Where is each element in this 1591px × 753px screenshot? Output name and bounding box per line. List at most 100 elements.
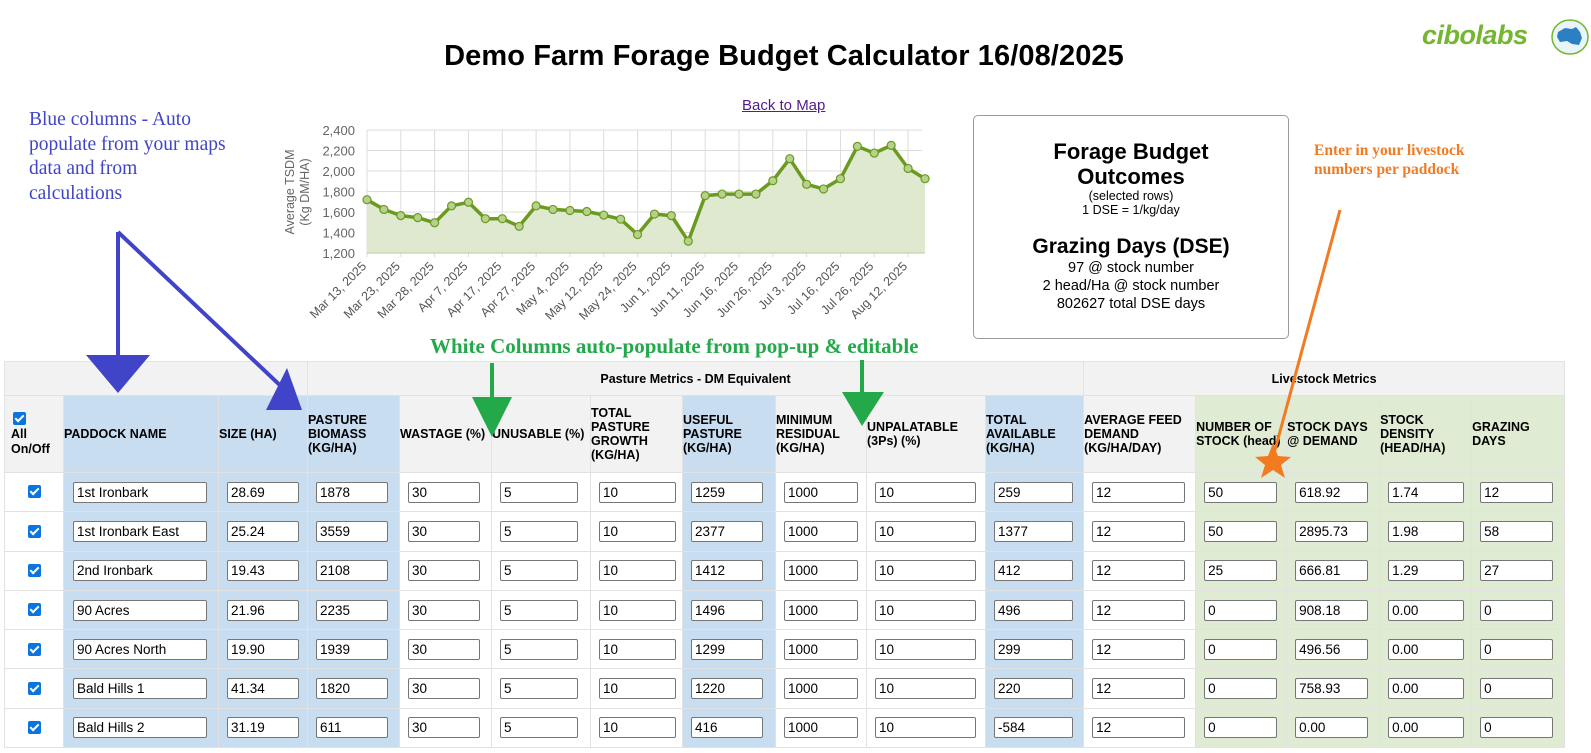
- total-pasture-growth-input[interactable]: 10: [599, 481, 677, 503]
- useful-pasture-input[interactable]: 2377: [691, 520, 764, 542]
- unpalatable-input[interactable]: 10: [875, 717, 977, 739]
- data-point[interactable]: [683, 236, 693, 246]
- wastage-input[interactable]: 30: [408, 717, 481, 739]
- unusable-input[interactable]: 5: [500, 520, 579, 542]
- wastage-input[interactable]: 30: [408, 520, 481, 542]
- pasture-biomass-input[interactable]: 611: [316, 717, 389, 739]
- size-input[interactable]: 21.96: [227, 599, 299, 621]
- stock-density-input[interactable]: 0.00: [1388, 717, 1465, 739]
- data-point[interactable]: [548, 204, 558, 215]
- paddock-name-input[interactable]: 2nd Ironbark: [73, 560, 207, 582]
- total-available-input[interactable]: 496: [994, 599, 1074, 621]
- useful-pasture-input[interactable]: 1259: [691, 481, 764, 503]
- stock-density-input[interactable]: 0.00: [1388, 599, 1465, 621]
- data-point[interactable]: [362, 195, 372, 205]
- data-point[interactable]: [396, 210, 406, 221]
- unpalatable-input[interactable]: 10: [875, 520, 977, 542]
- wastage-input[interactable]: 30: [408, 678, 481, 700]
- data-point[interactable]: [413, 213, 423, 223]
- wastage-input[interactable]: 30: [408, 638, 481, 660]
- average-feed-demand-input[interactable]: 12: [1092, 560, 1186, 582]
- data-point[interactable]: [463, 197, 474, 207]
- pasture-biomass-input[interactable]: 1939: [316, 638, 389, 660]
- data-point[interactable]: [886, 140, 896, 150]
- unusable-input[interactable]: 5: [500, 638, 579, 660]
- average-feed-demand-input[interactable]: 12: [1092, 599, 1186, 621]
- unusable-input[interactable]: 5: [500, 678, 579, 700]
- data-point[interactable]: [666, 210, 676, 221]
- data-point[interactable]: [700, 190, 710, 201]
- data-point[interactable]: [751, 189, 761, 199]
- useful-pasture-input[interactable]: 416: [691, 717, 764, 739]
- stock-days-input[interactable]: 2895.73: [1295, 520, 1369, 542]
- data-point[interactable]: [649, 209, 660, 219]
- total-pasture-growth-input[interactable]: 10: [599, 599, 677, 621]
- total-pasture-growth-input[interactable]: 10: [599, 678, 677, 700]
- number-of-stock-input[interactable]: 50: [1204, 520, 1278, 542]
- data-point[interactable]: [869, 148, 879, 158]
- pasture-biomass-input[interactable]: 1878: [316, 481, 389, 503]
- stock-density-input[interactable]: 1.74: [1388, 481, 1465, 503]
- row-select-checkbox[interactable]: [27, 603, 41, 617]
- data-point[interactable]: [835, 174, 846, 184]
- minimum-residual-input[interactable]: 1000: [784, 481, 859, 503]
- stock-days-input[interactable]: 908.18: [1295, 599, 1369, 621]
- data-point[interactable]: [430, 218, 440, 228]
- data-point[interactable]: [785, 154, 795, 164]
- data-point[interactable]: [446, 201, 457, 211]
- stock-days-input[interactable]: 666.81: [1295, 560, 1369, 582]
- wastage-input[interactable]: 30: [408, 481, 481, 503]
- number-of-stock-input[interactable]: 0: [1204, 599, 1278, 621]
- data-point[interactable]: [717, 189, 727, 199]
- unusable-input[interactable]: 5: [500, 560, 579, 582]
- total-available-input[interactable]: 259: [994, 481, 1074, 503]
- data-point[interactable]: [632, 229, 643, 240]
- data-point[interactable]: [818, 184, 829, 194]
- back-to-map-link[interactable]: Back to Map: [742, 97, 826, 114]
- data-point[interactable]: [565, 205, 575, 216]
- row-select-checkbox[interactable]: [27, 485, 41, 499]
- data-point[interactable]: [616, 214, 626, 224]
- pasture-biomass-input[interactable]: 1820: [316, 678, 389, 700]
- pasture-biomass-input[interactable]: 3559: [316, 520, 389, 542]
- average-feed-demand-input[interactable]: 12: [1092, 717, 1186, 739]
- stock-days-input[interactable]: 618.92: [1295, 481, 1369, 503]
- unpalatable-input[interactable]: 10: [875, 599, 977, 621]
- data-point[interactable]: [531, 201, 541, 211]
- grazing-days-input[interactable]: 0: [1480, 717, 1554, 739]
- total-available-input[interactable]: 299: [994, 638, 1074, 660]
- row-select-checkbox[interactable]: [27, 642, 41, 656]
- size-input[interactable]: 25.24: [227, 520, 299, 542]
- stock-density-input[interactable]: 0.00: [1388, 638, 1465, 660]
- row-select-checkbox[interactable]: [27, 564, 41, 577]
- number-of-stock-input[interactable]: 0: [1204, 638, 1278, 660]
- data-point[interactable]: [920, 174, 930, 184]
- minimum-residual-input[interactable]: 1000: [784, 678, 859, 700]
- unpalatable-input[interactable]: 10: [875, 638, 977, 660]
- unusable-input[interactable]: 5: [500, 599, 579, 621]
- total-available-input[interactable]: -584: [994, 717, 1074, 739]
- stock-days-input[interactable]: 496.56: [1295, 638, 1369, 660]
- all-toggle-header[interactable]: All On/Off: [4, 395, 64, 473]
- data-point[interactable]: [379, 204, 389, 215]
- pasture-biomass-input[interactable]: 2108: [316, 560, 389, 582]
- paddock-name-input[interactable]: 1st Ironbark: [73, 481, 207, 503]
- average-feed-demand-input[interactable]: 12: [1092, 520, 1186, 542]
- data-point[interactable]: [480, 214, 490, 224]
- row-select-checkbox[interactable]: [27, 524, 41, 538]
- number-of-stock-input[interactable]: 0: [1204, 678, 1278, 700]
- wastage-input[interactable]: 30: [408, 560, 481, 582]
- average-feed-demand-input[interactable]: 12: [1092, 638, 1186, 660]
- unpalatable-input[interactable]: 10: [875, 678, 977, 700]
- useful-pasture-input[interactable]: 1299: [691, 638, 764, 660]
- minimum-residual-input[interactable]: 1000: [784, 638, 859, 660]
- wastage-input[interactable]: 30: [408, 599, 481, 621]
- data-point[interactable]: [599, 210, 609, 220]
- size-input[interactable]: 19.43: [227, 560, 299, 582]
- minimum-residual-input[interactable]: 1000: [784, 560, 859, 582]
- useful-pasture-input[interactable]: 1496: [691, 599, 764, 621]
- stock-density-input[interactable]: 1.29: [1388, 560, 1465, 582]
- grazing-days-input[interactable]: 0: [1480, 599, 1554, 621]
- all-on-off-checkbox[interactable]: [13, 411, 26, 425]
- number-of-stock-input[interactable]: 0: [1204, 717, 1278, 739]
